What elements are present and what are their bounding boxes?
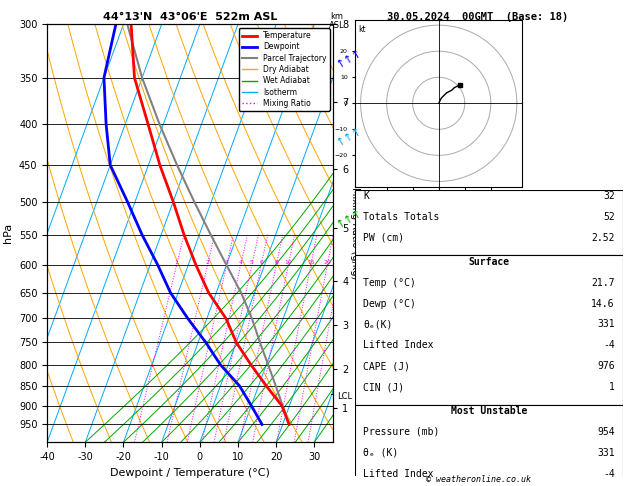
Text: 331: 331	[597, 319, 615, 330]
Text: Temp (°C): Temp (°C)	[364, 278, 416, 288]
Text: 10: 10	[284, 260, 292, 265]
Text: LCL: LCL	[338, 392, 353, 401]
Text: 8: 8	[274, 260, 278, 265]
Text: km
ASL: km ASL	[329, 12, 344, 30]
Bar	[355, 255, 623, 404]
Text: Surface: Surface	[469, 257, 509, 267]
Text: 14.6: 14.6	[591, 298, 615, 309]
Text: 20: 20	[323, 260, 331, 265]
X-axis label: Dewpoint / Temperature (°C): Dewpoint / Temperature (°C)	[110, 468, 270, 478]
Text: Totals Totals: Totals Totals	[364, 212, 440, 222]
Text: CIN (J): CIN (J)	[364, 382, 404, 392]
Text: Dewp (°C): Dewp (°C)	[364, 298, 416, 309]
Text: PW (cm): PW (cm)	[364, 233, 404, 243]
Text: © weatheronline.co.uk: © weatheronline.co.uk	[426, 474, 530, 484]
Y-axis label: Mixing Ratio (g/kg): Mixing Ratio (g/kg)	[350, 187, 360, 279]
Text: θₑ(K): θₑ(K)	[364, 319, 392, 330]
Text: 6: 6	[259, 260, 263, 265]
Text: 2.52: 2.52	[591, 233, 615, 243]
Text: 3: 3	[225, 260, 228, 265]
Text: ↑↑↑: ↑↑↑	[335, 125, 364, 147]
Text: CAPE (J): CAPE (J)	[364, 361, 410, 371]
Text: ↑↑↑: ↑↑↑	[335, 208, 364, 230]
Bar	[355, 404, 623, 486]
Text: ↑↑↑: ↑↑↑	[335, 47, 364, 69]
Legend: Temperature, Dewpoint, Parcel Trajectory, Dry Adiabat, Wet Adiabat, Isotherm, Mi: Temperature, Dewpoint, Parcel Trajectory…	[238, 28, 330, 111]
Text: -4: -4	[603, 340, 615, 350]
Text: 21.7: 21.7	[591, 278, 615, 288]
Text: 954: 954	[597, 427, 615, 437]
Text: 2: 2	[206, 260, 209, 265]
Text: Lifted Index: Lifted Index	[364, 469, 434, 479]
Text: Pressure (mb): Pressure (mb)	[364, 427, 440, 437]
Text: 15: 15	[307, 260, 314, 265]
Text: Lifted Index: Lifted Index	[364, 340, 434, 350]
Title: 44°13'N  43°06'E  522m ASL: 44°13'N 43°06'E 522m ASL	[103, 12, 277, 22]
Text: kt: kt	[358, 25, 365, 34]
Y-axis label: hPa: hPa	[3, 223, 13, 243]
Text: 331: 331	[597, 448, 615, 458]
Text: Most Unstable: Most Unstable	[451, 406, 527, 416]
Text: 32: 32	[603, 191, 615, 201]
Text: θₑ (K): θₑ (K)	[364, 448, 399, 458]
Text: 1: 1	[175, 260, 179, 265]
Text: 976: 976	[597, 361, 615, 371]
Text: 1: 1	[609, 382, 615, 392]
Text: 52: 52	[603, 212, 615, 222]
Text: -4: -4	[603, 469, 615, 479]
Text: K: K	[364, 191, 369, 201]
Text: 4: 4	[238, 260, 243, 265]
Bar	[355, 190, 623, 255]
Text: 30.05.2024  00GMT  (Base: 18): 30.05.2024 00GMT (Base: 18)	[387, 12, 569, 22]
Text: 5: 5	[250, 260, 254, 265]
